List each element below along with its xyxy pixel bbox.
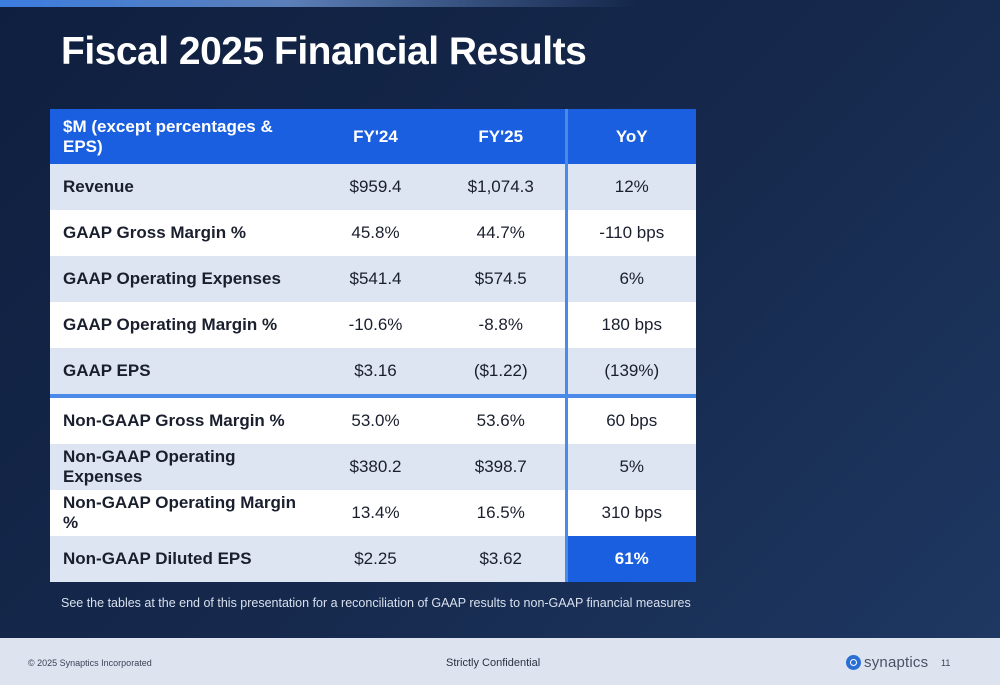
yoy-value: 6% <box>564 256 696 302</box>
fy24-value: 13.4% <box>314 490 437 536</box>
fy25-value: 16.5% <box>437 490 566 536</box>
fy25-value: $1,074.3 <box>437 164 566 210</box>
financial-results-table: $M (except percentages & EPS) FY'24 FY'2… <box>50 109 696 582</box>
yoy-value: 12% <box>564 164 696 210</box>
fy25-value: 44.7% <box>437 210 566 256</box>
table-row: GAAP Operating Expenses $541.4 $574.5 6% <box>50 256 696 302</box>
page-number: 11 <box>941 658 951 668</box>
row-label: Non-GAAP Operating Expenses <box>50 444 314 490</box>
row-label: Non-GAAP Gross Margin % <box>50 394 314 444</box>
brand-name: synaptics <box>864 653 929 671</box>
row-label: GAAP Gross Margin % <box>50 210 314 256</box>
fy25-value: $574.5 <box>437 256 566 302</box>
yoy-value-highlight: 61% <box>564 536 696 582</box>
table-row: GAAP Gross Margin % 45.8% 44.7% -110 bps <box>50 210 696 256</box>
table-row: Non-GAAP Diluted EPS $2.25 $3.62 61% <box>50 536 696 582</box>
table-row: Non-GAAP Gross Margin % 53.0% 53.6% 60 b… <box>50 394 696 444</box>
row-label: Revenue <box>50 164 314 210</box>
header-fy25: FY'25 <box>437 109 566 164</box>
footnote: See the tables at the end of this presen… <box>61 596 691 610</box>
confidential-label: Strictly Confidential <box>446 657 541 669</box>
fy25-value: ($1.22) <box>437 348 566 396</box>
fy24-value: $541.4 <box>314 256 437 302</box>
table-row: Revenue $959.4 $1,074.3 12% <box>50 164 696 210</box>
row-label: GAAP EPS <box>50 348 314 396</box>
row-label: Non-GAAP Operating Margin % <box>50 490 314 536</box>
fy24-value: $959.4 <box>314 164 437 210</box>
yoy-value: 180 bps <box>564 302 696 348</box>
table-row: GAAP EPS $3.16 ($1.22) (139%) <box>50 348 696 396</box>
slide: Fiscal 2025 Financial Results $M (except… <box>0 0 1000 638</box>
fy25-value: 53.6% <box>437 394 566 444</box>
top-accent-bar <box>0 0 640 7</box>
table-row: Non-GAAP Operating Margin % 13.4% 16.5% … <box>50 490 696 536</box>
footer: © 2025 Synaptics Incorporated Strictly C… <box>0 638 1000 685</box>
fy24-value: 45.8% <box>314 210 437 256</box>
table-header-row: $M (except percentages & EPS) FY'24 FY'2… <box>50 109 696 164</box>
fy24-value: 53.0% <box>314 394 437 444</box>
header-fy24: FY'24 <box>314 109 437 164</box>
yoy-value: 60 bps <box>564 394 696 444</box>
fy24-value: $2.25 <box>314 536 437 582</box>
copyright-text: © 2025 Synaptics Incorporated <box>28 658 152 668</box>
fy25-value: $3.62 <box>437 536 566 582</box>
fy24-value: -10.6% <box>314 302 437 348</box>
header-yoy: YoY <box>564 109 696 164</box>
yoy-value: 5% <box>564 444 696 490</box>
synaptics-logo-icon <box>846 654 861 670</box>
row-label: GAAP Operating Margin % <box>50 302 314 348</box>
brand-logo: synaptics <box>846 653 928 671</box>
fy24-value: $3.16 <box>314 348 437 396</box>
yoy-value: -110 bps <box>564 210 696 256</box>
page-title: Fiscal 2025 Financial Results <box>61 30 587 73</box>
table-row: Non-GAAP Operating Expenses $380.2 $398.… <box>50 444 696 490</box>
table-row: GAAP Operating Margin % -10.6% -8.8% 180… <box>50 302 696 348</box>
yoy-value: 310 bps <box>564 490 696 536</box>
fy25-value: $398.7 <box>437 444 566 490</box>
row-label: Non-GAAP Diluted EPS <box>50 536 314 582</box>
row-label: GAAP Operating Expenses <box>50 256 314 302</box>
fy24-value: $380.2 <box>314 444 437 490</box>
header-metric: $M (except percentages & EPS) <box>50 109 314 164</box>
fy25-value: -8.8% <box>437 302 566 348</box>
yoy-value: (139%) <box>564 348 696 396</box>
